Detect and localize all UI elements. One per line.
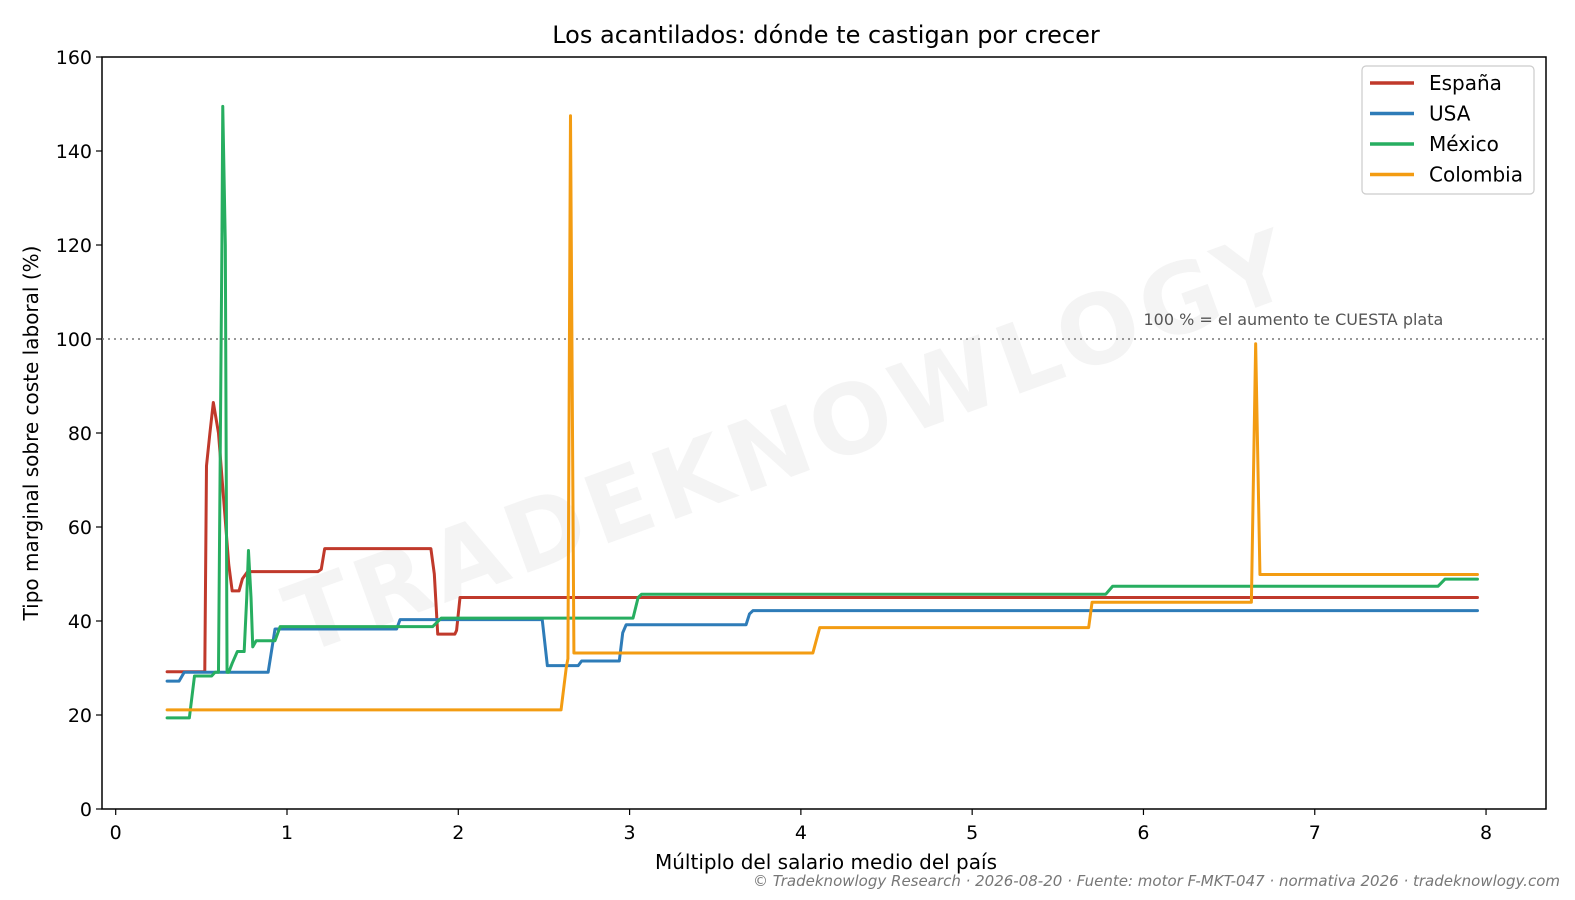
legend: España USA México Colombia [1361,65,1535,195]
y-tick-label: 40 [68,611,92,633]
y-tick-label: 60 [68,517,92,539]
y-tick-label: 80 [68,423,92,445]
chart-title: Los acantilados: dónde te castigan por c… [552,21,1100,49]
legend-label: Colombia [1429,163,1523,187]
x-tick-label: 5 [966,822,978,844]
footer-credit: © Tradeknowlogy Research · 2026-08-20 · … [753,872,1560,890]
x-tick-label: 4 [795,822,807,844]
series-line-2 [165,104,1479,720]
legend-label: USA [1429,102,1471,126]
series-line-1 [165,609,1479,683]
series-group [165,104,1479,720]
legend-box [1361,65,1535,195]
legend-label: México [1429,132,1499,156]
x-tick-label: 6 [1137,822,1149,844]
y-tick-label: 120 [56,235,92,257]
reference-line-label: 100 % = el aumento te CUESTA plata [1143,310,1443,329]
x-tick-label: 8 [1480,822,1492,844]
reference-line-group: 100 % = el aumento te CUESTA plata [102,310,1546,340]
y-tick-label: 160 [56,47,92,69]
x-tick-label: 0 [110,822,122,844]
x-tick-label: 7 [1309,822,1321,844]
x-tick-label: 2 [452,822,464,844]
y-tick-label: 20 [68,705,92,727]
x-tick-label: 1 [281,822,293,844]
x-axis-title: Múltiplo del salario medio del país [655,850,997,874]
series-line-0 [165,400,1479,674]
watermark-text: TRADEKNOWLOGY [271,207,1310,676]
y-tick-label: 140 [56,141,92,163]
y-axis-title: Tipo marginal sobre coste laboral (%) [19,246,43,622]
series-line-3 [165,114,1479,712]
legend-label: España [1429,71,1502,95]
y-tick-label: 100 [56,329,92,351]
x-tick-label: 3 [624,822,636,844]
y-tick-label: 0 [80,799,92,821]
